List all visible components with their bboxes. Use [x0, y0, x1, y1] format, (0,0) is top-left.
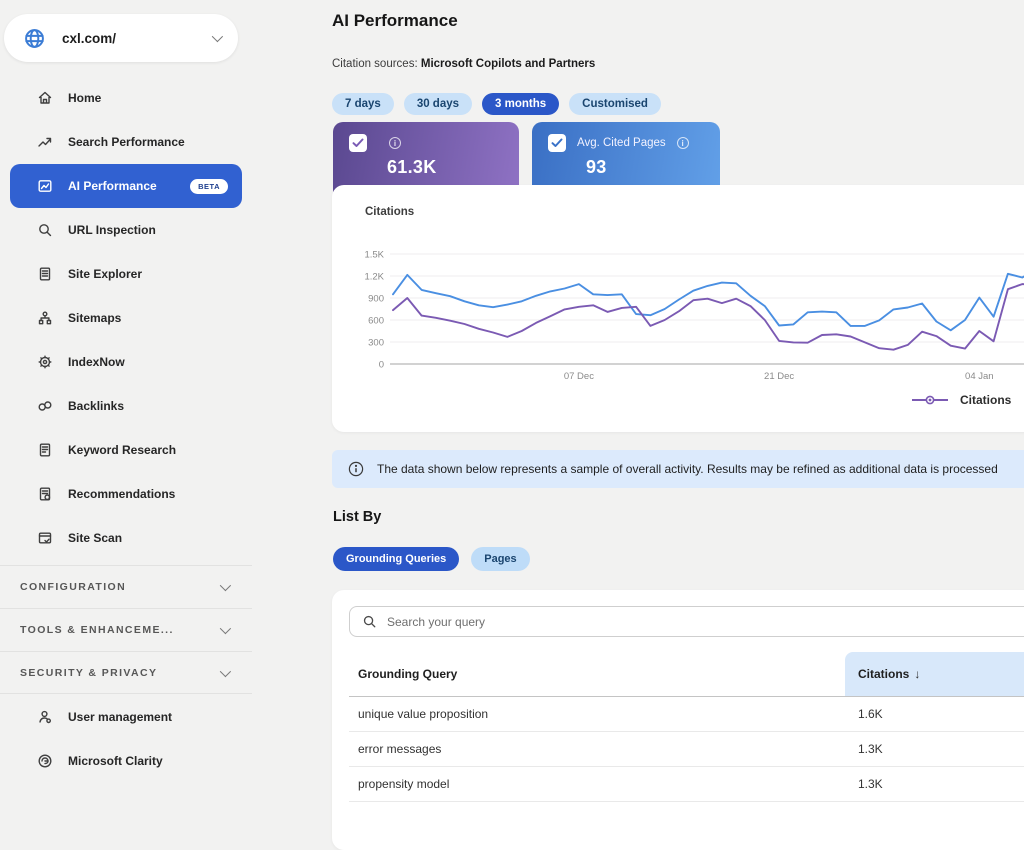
table-header-row: Grounding Query Citations ↓	[349, 652, 1024, 697]
sidebar-item-user-management[interactable]: User management	[10, 695, 242, 739]
sidebar-sections: CONFIGURATION TOOLS & ENHANCEME... SECUR…	[0, 565, 252, 694]
avg-cited-pages-checkbox[interactable]	[548, 134, 566, 152]
citations-checkbox[interactable]	[349, 134, 367, 152]
info-icon	[348, 461, 364, 477]
ai-performance-icon	[36, 178, 53, 195]
sidebar-item-url-inspection[interactable]: URL Inspection	[10, 208, 242, 252]
info-icon[interactable]: i	[676, 137, 689, 149]
clarity-icon	[36, 753, 53, 770]
sidebar-item-search-performance[interactable]: Search Performance	[10, 120, 242, 164]
document-icon	[36, 442, 53, 459]
link-icon	[36, 398, 53, 415]
magnifier-icon	[36, 222, 53, 239]
svg-text:1.5K: 1.5K	[364, 250, 384, 261]
home-icon	[36, 90, 53, 107]
chart-title: Citations	[365, 206, 415, 218]
info-banner: The data shown below represents a sample…	[332, 450, 1024, 488]
section-tools-enhancements[interactable]: TOOLS & ENHANCEME...	[0, 608, 252, 651]
sidebar-item-ai-performance[interactable]: AI Performance BETA	[10, 164, 242, 208]
svg-text:0: 0	[379, 360, 384, 371]
grounding-query-table: Grounding Query Citations ↓ unique value…	[349, 652, 1024, 802]
gear-icon	[36, 354, 53, 371]
beta-badge: BETA	[190, 178, 228, 194]
site-selector[interactable]: cxl.com/	[4, 14, 238, 62]
chevron-down-icon	[219, 579, 232, 592]
section-configuration[interactable]: CONFIGURATION	[0, 565, 252, 608]
svg-text:600: 600	[368, 316, 384, 327]
legend-marker-icon	[912, 395, 948, 405]
sidebar-item-site-scan[interactable]: Site Scan	[10, 516, 242, 560]
time-filter-3-months[interactable]: 3 months	[482, 93, 560, 115]
citations-total: 61.3K	[387, 157, 437, 177]
column-header-grounding-query[interactable]: Grounding Query	[358, 667, 458, 681]
page-title: AI Performance	[332, 11, 458, 30]
list-by-title: List By	[333, 509, 382, 525]
time-filter-customised[interactable]: Customised	[569, 93, 661, 115]
sitemap-icon	[36, 310, 53, 327]
sidebar-item-sitemaps[interactable]: Sitemaps	[10, 296, 242, 340]
sort-descending-icon: ↓	[914, 667, 921, 681]
table-row[interactable]: error messages 1.3K	[349, 732, 1024, 767]
list-by-pages[interactable]: Pages	[471, 547, 530, 571]
time-filter-30-days[interactable]: 30 days	[403, 93, 473, 115]
section-security-privacy[interactable]: SECURITY & PRIVACY	[0, 651, 252, 694]
chevron-down-icon	[211, 30, 224, 43]
main-content: AI Performance Citation sources: Microso…	[332, 0, 1024, 850]
sidebar-item-site-explorer[interactable]: Site Explorer	[10, 252, 242, 296]
info-icon[interactable]: i	[389, 137, 401, 149]
svg-text:900: 900	[368, 294, 384, 305]
sidebar: cxl.com/ Home Search Performance AI Perf…	[0, 0, 252, 795]
sidebar-footer: User management Microsoft Clarity	[0, 695, 252, 783]
avg-cited-pages-value: 93	[586, 157, 607, 177]
document-check-icon	[36, 486, 53, 503]
svg-text:07 Dec: 07 Dec	[564, 371, 594, 382]
sidebar-item-backlinks[interactable]: Backlinks	[10, 384, 242, 428]
sidebar-item-home[interactable]: Home	[10, 76, 242, 120]
chevron-down-icon	[219, 622, 232, 635]
svg-text:1.2K: 1.2K	[364, 272, 384, 283]
svg-text:21 Dec: 21 Dec	[764, 371, 794, 382]
svg-text:300: 300	[368, 338, 384, 349]
chevron-down-icon	[219, 665, 232, 677]
time-filter-row: 7 days 30 days 3 months Customised	[332, 93, 1024, 115]
sidebar-item-keyword-research[interactable]: Keyword Research	[10, 428, 242, 472]
table-row[interactable]: propensity model 1.3K	[349, 767, 1024, 802]
info-banner-text: The data shown below represents a sample…	[377, 462, 998, 476]
globe-icon	[24, 27, 45, 49]
sidebar-nav: Home Search Performance AI Performance B…	[0, 76, 252, 560]
citations-chart-panel: Citations 0 300 600 900 1.2K 1.5K 07 Dec 21 Dec…	[332, 185, 1024, 432]
trend-icon	[36, 134, 53, 151]
search-icon	[363, 615, 376, 628]
sidebar-item-recommendations[interactable]: Recommendations	[10, 472, 242, 516]
sidebar-item-microsoft-clarity[interactable]: Microsoft Clarity	[10, 739, 242, 783]
browser-icon	[36, 530, 53, 547]
query-search-box[interactable]	[349, 606, 1024, 637]
sidebar-item-indexnow[interactable]: IndexNow	[10, 340, 242, 384]
list-by-grounding-queries[interactable]: Grounding Queries	[333, 547, 460, 571]
user-icon	[36, 709, 53, 726]
grounding-queries-panel: Grounding Query Citations ↓ unique value…	[332, 590, 1024, 850]
table-row[interactable]: unique value proposition 1.6K	[349, 697, 1024, 732]
column-header-citations[interactable]: Citations ↓	[845, 652, 1024, 696]
chart-legend[interactable]: Citations	[912, 393, 1011, 407]
citation-sources: Citation sources: Microsoft Copilots and…	[332, 58, 596, 70]
list-by-toggle: Grounding Queries Pages	[333, 547, 530, 571]
query-search-input[interactable]	[387, 614, 1024, 629]
citations-line-chart[interactable]: 0 300 600 900 1.2K 1.5K 07 Dec 21 Dec 04 Jan	[332, 233, 1024, 385]
site-domain: cxl.com/	[62, 30, 117, 46]
time-filter-7-days[interactable]: 7 days	[332, 93, 394, 115]
document-icon	[36, 266, 53, 283]
svg-text:04 Jan: 04 Jan	[965, 371, 994, 382]
